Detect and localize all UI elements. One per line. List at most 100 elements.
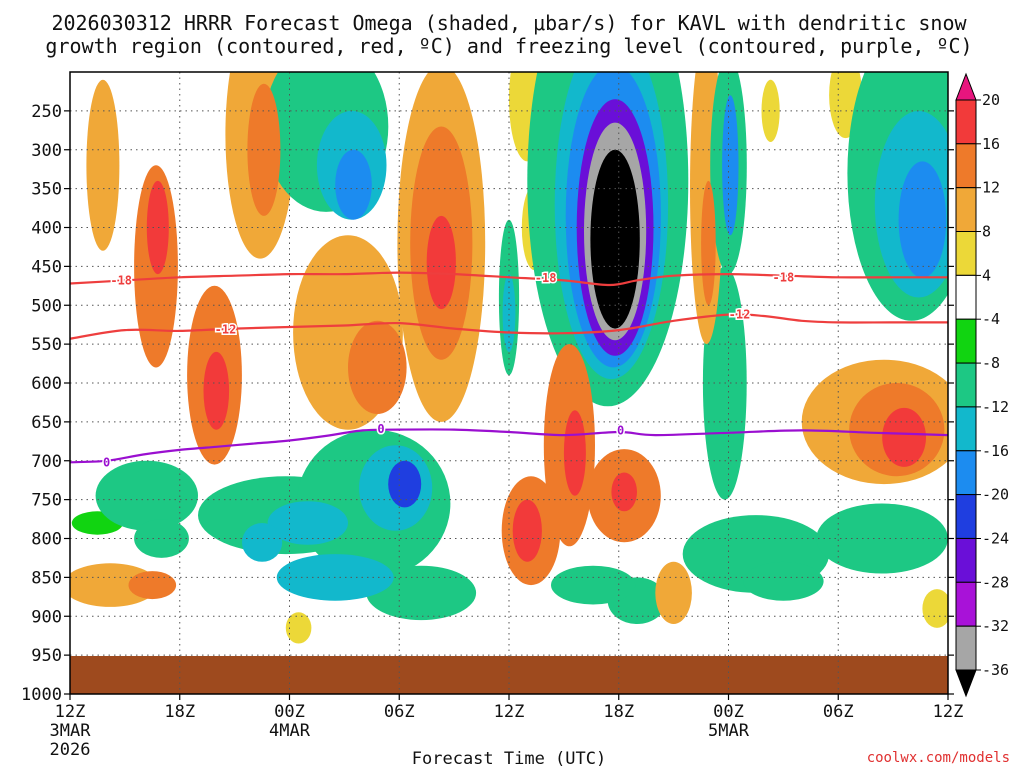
omega-cell	[146, 180, 169, 275]
omega-cell	[95, 460, 198, 531]
omega-cell	[335, 149, 372, 220]
colorbar-segment	[955, 99, 977, 145]
colorbar: 20 16 12 8 4 -4 -8 -12 -16 -20 -24 -28 -32 -36	[955, 72, 1009, 698]
x-tick-label: 18Z	[603, 702, 634, 722]
x-tick-label: 06Z	[384, 702, 415, 722]
colorbar-tick-label: 12	[982, 179, 1000, 197]
contour-label: 0	[103, 455, 110, 469]
x-tick-label: 06Z	[823, 702, 854, 722]
contour-label: -18	[110, 273, 132, 287]
colorbar-tick-label: -28	[982, 573, 1009, 591]
y-tick-label: 600	[31, 374, 62, 394]
colorbar-segment	[955, 625, 977, 671]
contour-freezing-level	[70, 428, 948, 464]
contour-label: -12	[729, 308, 751, 322]
contour-label: -18	[535, 271, 557, 285]
temperature-contours: -18 -18 -18 -12 -12 0 0 0	[70, 269, 948, 471]
colorbar-tick-label: 4	[982, 266, 991, 284]
contour-dgz-18	[70, 271, 948, 287]
colorbar-top-triangle	[955, 72, 977, 101]
colorbar-tick-label: 8	[982, 223, 991, 241]
omega-cell	[722, 95, 739, 236]
omega-cell	[590, 149, 640, 329]
x-tick-label: 12Z	[933, 702, 964, 722]
chart-title-line2: growth region (contoured, red, ºC) and f…	[45, 34, 972, 58]
ground-below-surface	[70, 656, 948, 694]
grid-lines	[70, 72, 948, 694]
omega-cell	[512, 499, 542, 562]
x-tick-year-label: 2026	[50, 740, 91, 760]
omega-cell	[285, 612, 312, 644]
omega-cell	[655, 561, 692, 625]
x-tick-label: 00Z	[274, 702, 305, 722]
y-tick-label: 350	[31, 180, 62, 200]
contour-label: -12	[215, 322, 237, 336]
omega-cell	[70, 563, 158, 607]
colorbar-segment	[955, 406, 977, 452]
x-tick-label: 12Z	[494, 702, 525, 722]
colorbar-segment	[955, 187, 977, 232]
x-tick-date-label: 5MAR	[708, 721, 750, 741]
omega-cell	[816, 503, 948, 574]
colorbar-tick-label: -24	[982, 530, 1009, 548]
omega-cell	[743, 561, 824, 601]
y-tick-label: 800	[31, 530, 62, 550]
x-tick-label: 00Z	[713, 702, 744, 722]
omega-cell	[551, 565, 636, 605]
y-tick-label: 1000	[21, 685, 62, 705]
y-tick-label: 850	[31, 568, 62, 588]
colorbar-tick-label: 20	[982, 91, 1000, 109]
omega-cell	[86, 79, 120, 251]
colorbar-tick-label: -12	[982, 398, 1009, 416]
omega-cell	[611, 472, 637, 512]
omega-cell	[242, 523, 283, 562]
omega-cell	[134, 519, 189, 558]
omega-cell	[502, 274, 516, 352]
x-axis-title: Forecast Time (UTC)	[412, 749, 606, 768]
omega-cell	[563, 410, 586, 496]
omega-cell	[922, 589, 948, 628]
omega-shading	[70, 72, 948, 644]
omega-cell	[898, 161, 947, 278]
colorbar-tick-label: -36	[982, 661, 1009, 679]
x-tick-label: 12Z	[55, 702, 86, 722]
omega-cell	[128, 571, 177, 600]
omega-cell	[882, 407, 926, 467]
colorbar-tick-label: 16	[982, 135, 1000, 153]
y-tick-label: 450	[31, 257, 62, 277]
contour-label: 0	[617, 423, 624, 437]
omega-cell	[348, 320, 407, 414]
y-tick-label: 500	[31, 296, 62, 316]
colorbar-tick-label: -4	[982, 310, 1000, 328]
colorbar-segment	[955, 362, 977, 408]
omega-cell	[267, 501, 348, 545]
omega-cell	[388, 460, 422, 508]
x-tick-date-label: 4MAR	[269, 721, 311, 741]
y-tick-label: 950	[31, 646, 62, 666]
plot-area: -18 -18 -18 -12 -12 0 0 0	[70, 72, 948, 694]
colorbar-bottom-triangle	[955, 669, 977, 698]
contour-label: -18	[773, 270, 795, 284]
y-tick-label: 550	[31, 335, 62, 355]
x-tick-date-label: 3MAR	[50, 721, 92, 741]
colorbar-segment	[955, 318, 977, 364]
omega-cell	[366, 565, 477, 621]
colorbar-segment	[955, 231, 977, 276]
colorbar-segment	[955, 538, 977, 583]
colorbar-tick-label: -20	[982, 486, 1009, 504]
y-tick-label: 750	[31, 491, 62, 511]
colorbar-segment	[955, 581, 977, 627]
y-tick-label: 650	[31, 413, 62, 433]
colorbar-tick-label: -32	[982, 617, 1009, 635]
colorbar-segment	[955, 274, 977, 320]
y-tick-label: 300	[31, 141, 62, 161]
omega-cell	[761, 79, 780, 142]
omega-cell	[701, 180, 716, 306]
colorbar-tick-label: -16	[982, 442, 1009, 460]
x-tick-label: 18Z	[164, 702, 195, 722]
y-tick-label: 700	[31, 452, 62, 472]
colorbar-tick-label: -8	[982, 354, 1000, 372]
colorbar-segment	[955, 450, 977, 496]
y-tick-label: 250	[31, 102, 62, 122]
